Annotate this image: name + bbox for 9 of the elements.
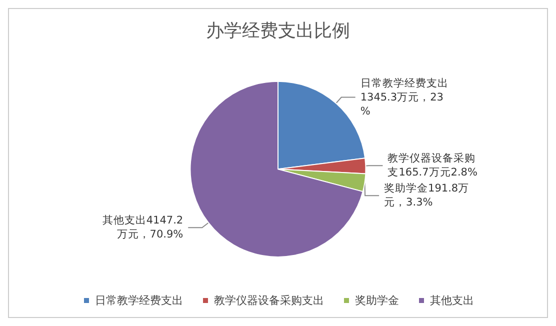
legend-label: 日常教学经费支出 <box>95 294 183 307</box>
data-label: 奖助学金191.8万元，3.3% <box>384 182 470 209</box>
legend-label: 教学仪器设备采购支出 <box>214 294 324 307</box>
chart-title: 办学经费支出比例 <box>206 20 350 42</box>
data-label: 教学仪器设备采购支165.7万元2.8% <box>388 152 478 179</box>
data-label: 日常教学经费支出1345.3万元，23% <box>360 76 448 118</box>
legend-label: 其他支出 <box>430 294 474 307</box>
data-label: 其他支出4147.2万元，70.9% <box>102 214 184 241</box>
legend-label: 奖助学金 <box>355 294 399 307</box>
